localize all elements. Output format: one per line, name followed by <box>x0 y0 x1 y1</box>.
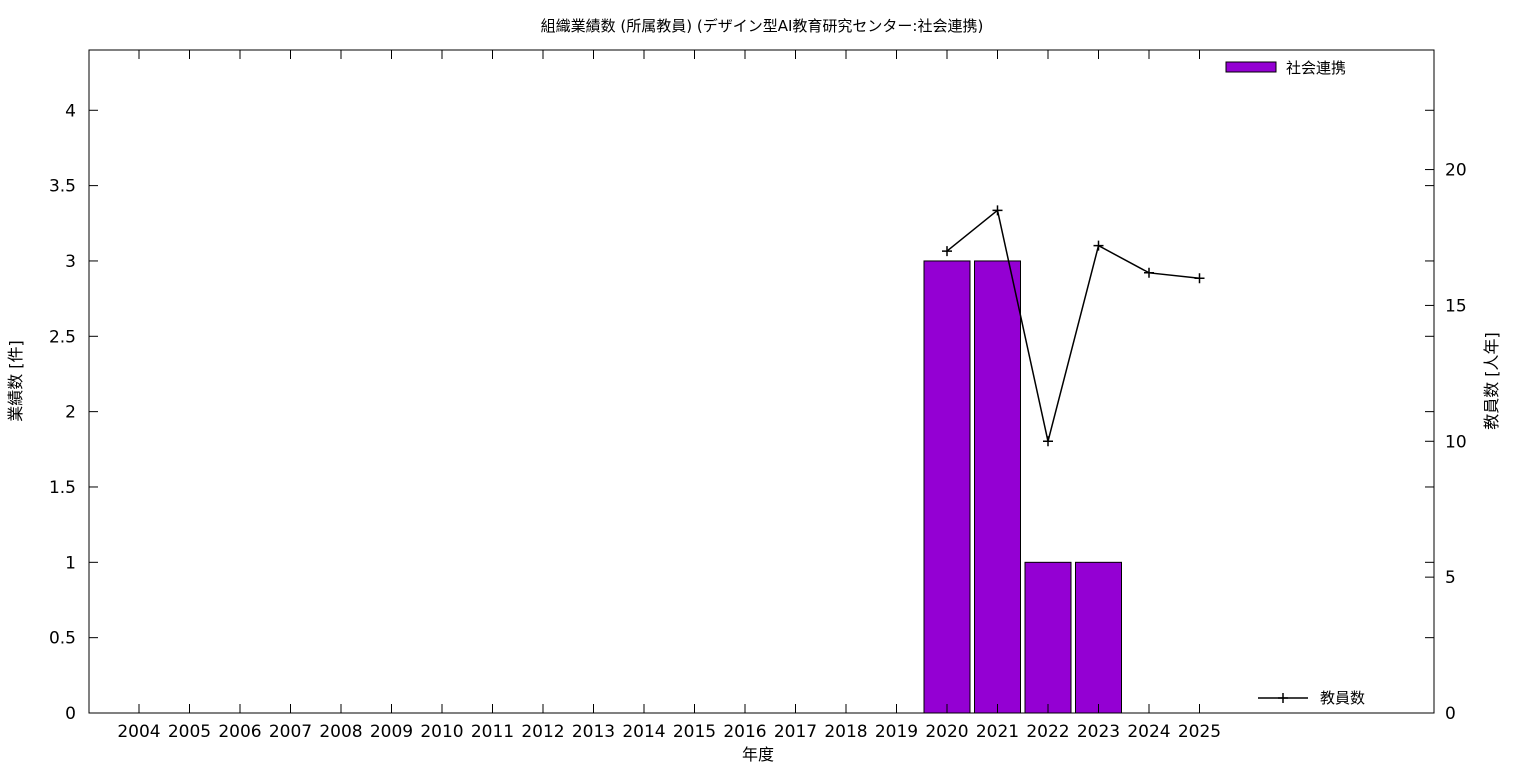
y2-tick-label: 5 <box>1445 568 1456 588</box>
y-tick-label: 1.5 <box>49 478 76 498</box>
x-tick-label: 2004 <box>117 722 160 742</box>
bar <box>1075 561 1122 714</box>
line-layer <box>942 205 1205 447</box>
x-tick-label: 2013 <box>572 722 615 742</box>
legend-line-label: 教員数 <box>1320 689 1365 707</box>
series-point <box>992 205 1003 216</box>
bar <box>974 260 1021 714</box>
x-tick-label: 2021 <box>976 722 1019 742</box>
x-tick-label: 2011 <box>471 722 514 742</box>
x-tick-label: 2025 <box>1178 722 1221 742</box>
legend-bar-label: 社会連携 <box>1286 59 1346 77</box>
bar <box>923 260 971 714</box>
x-tick-label: 2010 <box>420 722 463 742</box>
y-tick-label: 0.5 <box>49 629 76 649</box>
series-line <box>946 208 1200 442</box>
x-tick-label: 2024 <box>1127 722 1170 742</box>
y2-axis-label: 教員数 [人年] <box>1482 332 1501 430</box>
series-point <box>1144 267 1154 278</box>
x-tick-label: 2007 <box>269 722 312 742</box>
y2-tick-label: 20 <box>1445 161 1467 181</box>
bars-layer <box>923 260 1122 714</box>
y-axis-label: 業績数 [件] <box>6 340 25 422</box>
series-point <box>942 246 952 257</box>
y-tick-label: 0 <box>65 704 76 724</box>
x-tick-label: 2008 <box>319 722 362 742</box>
y-tick-label: 2.5 <box>49 327 76 347</box>
x-tick-label: 2012 <box>521 722 564 742</box>
x-tick-label: 2022 <box>1026 722 1069 742</box>
series-point <box>1093 240 1104 251</box>
legend-bar-series: 社会連携 <box>1225 59 1346 77</box>
bar <box>1024 561 1072 714</box>
x-tick-label: 2009 <box>370 722 413 742</box>
x-tick-label: 2019 <box>875 722 918 742</box>
x-tick-label: 2006 <box>218 722 261 742</box>
chart-title: 組織業績数 (所属教員) (デザイン型AI教育研究センター:社会連携) <box>541 17 984 35</box>
y2-tick-label: 0 <box>1445 704 1456 724</box>
x-tick-label: 2014 <box>622 722 665 742</box>
legend-bar-swatch <box>1225 61 1277 73</box>
x-tick-label: 2017 <box>774 722 817 742</box>
y2-tick-label: 10 <box>1445 432 1467 452</box>
y-tick-label: 3 <box>65 252 76 272</box>
ticks-layer: 0 0.5 1 1.5 2 2.5 3 3.5 4 0 5 10 15 20 2004 2005 2006 200… <box>49 50 1467 742</box>
series-point <box>1043 436 1053 447</box>
x-tick-label: 2018 <box>824 722 867 742</box>
x-tick-label: 2023 <box>1077 722 1120 742</box>
y2-tick-label: 15 <box>1445 296 1467 316</box>
x-tick-label: 2015 <box>673 722 716 742</box>
y-tick-label: 2 <box>65 403 76 423</box>
x-tick-label: 2016 <box>723 722 766 742</box>
y-tick-label: 4 <box>65 101 76 121</box>
x-tick-label: 2005 <box>168 722 211 742</box>
y-tick-label: 3.5 <box>49 177 76 197</box>
plot-frame <box>88 49 1435 714</box>
x-tick-label: 2020 <box>925 722 968 742</box>
x-axis-label: 年度 <box>742 745 774 764</box>
y-tick-label: 1 <box>65 553 76 573</box>
legend-line-series: 教員数 <box>1258 689 1365 707</box>
series-point <box>1194 273 1205 284</box>
